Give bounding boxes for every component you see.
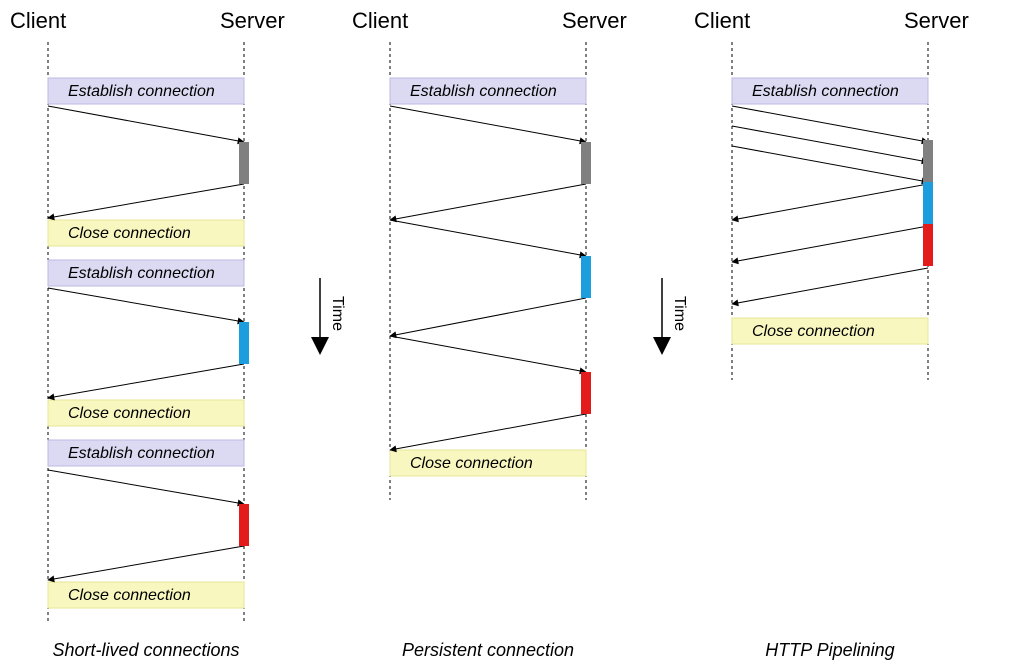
message-arrow [48,106,244,142]
activation-bar [581,142,591,184]
panel-caption: HTTP Pipelining [765,640,894,660]
server-label: Server [220,8,285,33]
message-arrow [390,184,586,220]
message-arrow [390,106,586,142]
message-arrow [390,414,586,450]
message-arrow [390,220,586,256]
activation-bar [923,140,933,182]
message-arrow [48,546,244,580]
establish-label: Establish connection [752,83,899,100]
close-label: Close connection [68,225,191,242]
message-arrow [732,106,928,142]
panel-caption: Persistent connection [402,640,574,660]
activation-bar [923,224,933,266]
establish-label: Establish connection [68,265,215,282]
message-arrow [48,364,244,398]
message-arrow [390,298,586,336]
time-label: Time [329,296,346,331]
server-label: Server [904,8,969,33]
time-indicator: Time [662,278,688,346]
establish-label: Establish connection [410,83,557,100]
activation-bar [581,256,591,298]
activation-bar [239,322,249,364]
close-label: Close connection [752,323,875,340]
close-label: Close connection [410,455,533,472]
client-label: Client [10,8,66,33]
panel-persistent: Client Server Establish connection Close co… [352,8,627,660]
establish-label: Establish connection [68,83,215,100]
message-arrow [732,226,928,262]
close-label: Close connection [68,587,191,604]
server-label: Server [562,8,627,33]
activation-bar [239,142,249,184]
message-arrow [48,184,244,218]
establish-label: Establish connection [68,445,215,462]
activation-bar [923,182,933,224]
panel-caption: Short-lived connections [52,640,239,660]
activation-bar [239,504,249,546]
activation-bar [581,372,591,414]
time-label: Time [671,296,688,331]
time-indicator: Time [320,278,346,346]
panel-short: Client Server Establish connection Close co… [10,8,285,660]
message-arrow [732,126,928,162]
message-arrow [732,184,928,220]
message-arrow [732,146,928,182]
panel-pipelining: Client Server Establish connection Close co… [694,8,969,660]
close-label: Close connection [68,405,191,422]
client-label: Client [694,8,750,33]
message-arrow [48,470,244,504]
message-arrow [732,268,928,304]
client-label: Client [352,8,408,33]
message-arrow [390,336,586,372]
message-arrow [48,288,244,322]
